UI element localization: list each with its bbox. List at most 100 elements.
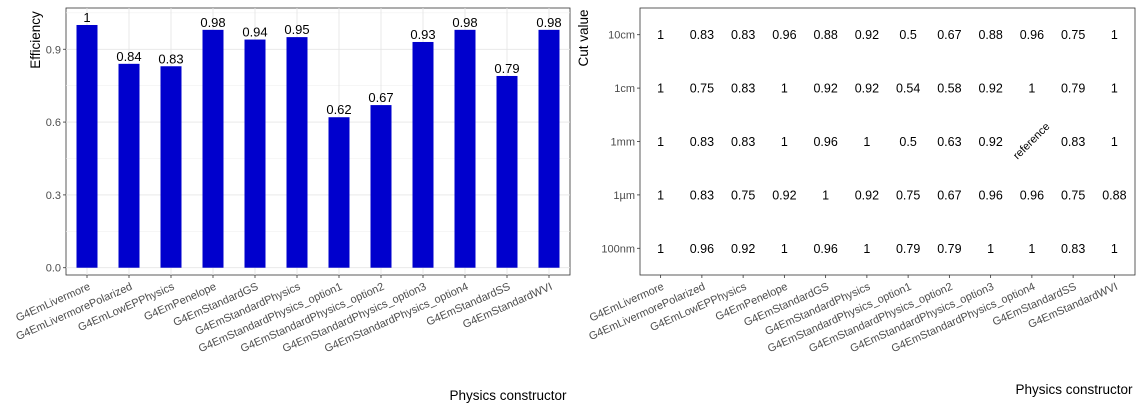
cell-value: 0.75 xyxy=(1061,188,1085,202)
bar-value-label: 1 xyxy=(83,10,90,25)
cell-value: 0.79 xyxy=(1061,82,1085,96)
bar-value-label: 0.95 xyxy=(284,22,309,37)
cell-value: 1 xyxy=(657,188,664,202)
cell-value: 0.96 xyxy=(690,242,714,256)
right-panel-border xyxy=(639,7,1136,276)
cell-value: 0.67 xyxy=(937,28,961,42)
cell-value: 0.92 xyxy=(772,188,796,202)
cell-value: 1 xyxy=(781,242,788,256)
cell-value: 0.96 xyxy=(772,28,796,42)
cell-value: 1 xyxy=(822,188,829,202)
bar xyxy=(496,75,518,268)
left-y-tick-label: 0.3 xyxy=(46,190,61,202)
right-y-ticks: 10cm 1cm 1mm 1µm 100nm xyxy=(601,30,640,255)
bar xyxy=(286,37,308,268)
bar xyxy=(538,29,560,268)
bar-value-label: 0.93 xyxy=(410,27,435,42)
bar-value-label: 0.98 xyxy=(452,15,477,30)
cell-value: 0.92 xyxy=(855,188,879,202)
bar-value-label: 0.98 xyxy=(536,15,561,30)
left-y-ticks: 0.0 0.3 0.6 0.9 xyxy=(46,44,66,275)
right-x-axis-title: Physics constructor xyxy=(1015,382,1133,397)
cell-value: 0.88 xyxy=(1102,188,1126,202)
cell-value: 0.92 xyxy=(978,82,1002,96)
cell-value: 0.83 xyxy=(1061,242,1085,256)
cell-value: 0.92 xyxy=(813,82,837,96)
cell-value: 0.92 xyxy=(978,135,1002,149)
cell-value: 1 xyxy=(1111,28,1118,42)
cell-value: 0.92 xyxy=(855,28,879,42)
cell-value: 1 xyxy=(657,82,664,96)
cell-value: 0.96 xyxy=(813,135,837,149)
right-cells: 1 0.83 0.83 0.96 0.88 0.92 0.5 0.67 0.88 0.96 0.75… xyxy=(657,28,1126,256)
cell-value: 1 xyxy=(1111,82,1118,96)
cell-value: 0.96 xyxy=(978,188,1002,202)
cell-value: 0.83 xyxy=(731,28,755,42)
cell-value: 1 xyxy=(863,242,870,256)
bar-value-label: 0.83 xyxy=(158,51,183,66)
cell-value: 0.92 xyxy=(731,242,755,256)
cell-value: 0.83 xyxy=(690,28,714,42)
cell-value: 1 xyxy=(863,135,870,149)
cell-value: 0.96 xyxy=(813,242,837,256)
cell-value: 1 xyxy=(781,82,788,96)
bar-value-label: 0.84 xyxy=(116,49,141,64)
cell-value: 0.75 xyxy=(1061,28,1085,42)
cell-value: 0.5 xyxy=(899,28,916,42)
left-bars: 1 0.84 0.83 0.98 0.94 0.95 0.62 0.67 0.93 0.98 0.7… xyxy=(76,10,562,268)
cell-value: 0.96 xyxy=(1020,188,1044,202)
cell-value: 0.88 xyxy=(813,28,837,42)
left-y-axis-title: Efficiency xyxy=(28,11,43,69)
cell-value: 1 xyxy=(657,135,664,149)
cell-value: 1 xyxy=(987,242,994,256)
left-x-axis-title: Physics constructor xyxy=(449,388,567,403)
cell-value: 0.79 xyxy=(937,242,961,256)
cell-value: 0.5 xyxy=(899,135,916,149)
cell-value: 1 xyxy=(1111,135,1118,149)
bar-value-label: 0.62 xyxy=(326,102,351,117)
cell-value: 0.63 xyxy=(937,135,961,149)
bar-value-label: 0.94 xyxy=(242,25,267,40)
bar xyxy=(118,63,140,268)
cell-value: 1 xyxy=(781,135,788,149)
cell-value: 1 xyxy=(657,28,664,42)
right-y-tick-label: 1mm xyxy=(611,137,635,149)
bar xyxy=(370,105,392,268)
right-y-tick-label: 1cm xyxy=(614,83,635,95)
right-x-ticks: G4EmLivermoreG4EmLivermorePolarizedG4EmL… xyxy=(587,275,1120,355)
cell-value: 0.96 xyxy=(1020,28,1044,42)
cell-value: 0.88 xyxy=(978,28,1002,42)
bar xyxy=(76,24,98,268)
cell-value: 0.83 xyxy=(731,135,755,149)
right-y-axis-title: Cut value xyxy=(576,9,591,66)
cell-value: 1 xyxy=(657,242,664,256)
bar-value-label: 0.67 xyxy=(368,90,393,105)
cell-value: 0.75 xyxy=(731,188,755,202)
cell-value: 0.83 xyxy=(690,188,714,202)
bar-value-label: 0.79 xyxy=(494,61,519,76)
left-x-ticks: G4EmLivermoreG4EmLivermorePolarizedG4EmL… xyxy=(14,275,554,355)
cut-value-table-chart: 1 0.83 0.83 0.96 0.88 0.92 0.5 0.67 0.88 0.96 0.75… xyxy=(576,7,1136,397)
cell-value: 0.79 xyxy=(896,242,920,256)
left-panel-border xyxy=(65,7,571,276)
cell-value: 0.54 xyxy=(896,82,920,96)
cell-value: 0.75 xyxy=(896,188,920,202)
bar xyxy=(328,117,350,268)
bar xyxy=(202,29,224,268)
left-y-tick-label: 0.9 xyxy=(46,44,61,56)
cell-value: 0.92 xyxy=(855,82,879,96)
cell-value: 0.75 xyxy=(690,82,714,96)
cell-value: 1 xyxy=(1111,242,1118,256)
bar xyxy=(454,29,476,268)
bar xyxy=(160,66,182,268)
cell-value: 0.83 xyxy=(731,82,755,96)
cell-value: 0.58 xyxy=(937,82,961,96)
left-y-tick-label: 0.0 xyxy=(46,263,61,275)
efficiency-bar-chart: 1 0.84 0.83 0.98 0.94 0.95 0.62 0.67 0.93 0.98 0.7… xyxy=(14,7,571,403)
right-y-tick-label: 10cm xyxy=(608,30,635,42)
cell-value: 0.67 xyxy=(937,188,961,202)
cell-value: 0.83 xyxy=(690,135,714,149)
bar xyxy=(412,41,434,268)
cell-value: 1 xyxy=(1028,242,1035,256)
